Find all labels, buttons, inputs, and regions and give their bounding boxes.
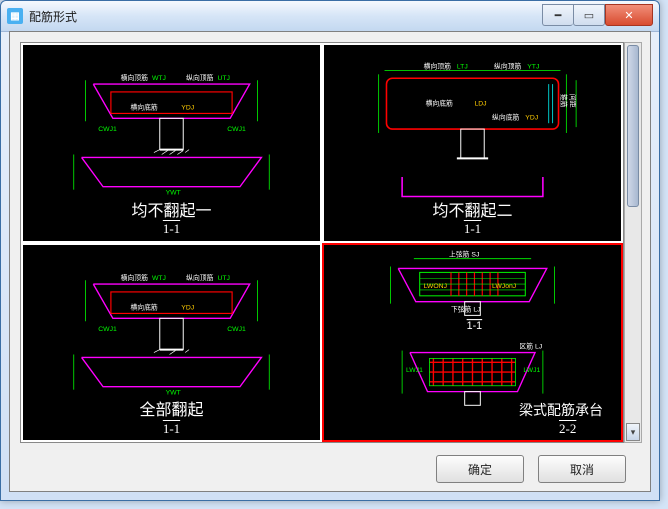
close-button[interactable]: ✕ bbox=[605, 4, 653, 26]
ann4-ul: LWONJ bbox=[424, 283, 447, 290]
option-3-title: 全部翻起 bbox=[139, 402, 203, 419]
option-4-section: 2-2 bbox=[559, 422, 603, 436]
ann3-sl: CWJ1 bbox=[98, 326, 117, 333]
ann2-ml: 横向底筋 bbox=[426, 99, 453, 108]
dialog-window: ▦ 配筋形式 ━ ▭ ✕ bbox=[0, 0, 660, 501]
ann4-sr: LWJ1 bbox=[523, 367, 540, 374]
ann2-cmr: YDJ bbox=[525, 114, 538, 121]
ann-code-ml: YDJ bbox=[181, 105, 194, 112]
ann2-cml: LDJ bbox=[474, 101, 486, 108]
ann-mid-left: 横向底筋 bbox=[130, 103, 157, 112]
option-2[interactable]: 横向顶筋 LTJ 纵向顶筋 YTJ 横向底筋 LDJ 纵向底筋 YDJ 箍筋 间… bbox=[322, 43, 623, 243]
ann4-ur: LWJonJ bbox=[492, 283, 516, 290]
ann3-ctl: WTJ bbox=[152, 275, 166, 282]
vertical-scrollbar[interactable]: ▾ bbox=[624, 42, 642, 443]
ann-code-tl: WTJ bbox=[152, 75, 166, 82]
option-4-title: 梁式配筋承台 bbox=[519, 404, 603, 419]
ann2-tr: 纵向顶筋 bbox=[494, 61, 521, 70]
option-1-title: 均不翻起一 bbox=[131, 203, 211, 220]
maximize-button[interactable]: ▭ bbox=[573, 4, 605, 26]
ann3-tl: 横向顶筋 bbox=[121, 273, 148, 282]
option-1-section: 1-1 bbox=[23, 222, 320, 236]
option-4-label: 梁式配筋承台 2-2 bbox=[519, 402, 603, 436]
ann3-sr: CWJ1 bbox=[227, 326, 246, 333]
ann2-rv1: 箍筋 bbox=[559, 94, 568, 108]
ann-top-left: 横向顶筋 bbox=[121, 73, 148, 82]
ann3-ctr: UTJ bbox=[217, 275, 230, 282]
ann-side-l: CWJ1 bbox=[98, 126, 117, 133]
app-icon: ▦ bbox=[7, 8, 23, 24]
ann2-ctr: YTJ bbox=[527, 63, 539, 70]
option-2-section: 1-1 bbox=[324, 222, 621, 236]
option-3[interactable]: 横向顶筋 WTJ 纵向顶筋 UTJ 横向底筋 YDJ CWJ1 CWJ1 YWT… bbox=[21, 243, 322, 443]
option-1[interactable]: 横向顶筋 WTJ 纵向顶筋 UTJ 横向底筋 YDJ CWJ1 CWJ1 YWT… bbox=[21, 43, 322, 243]
option-2-title: 均不翻起二 bbox=[432, 203, 512, 220]
client-area: 横向顶筋 WTJ 纵向顶筋 UTJ 横向底筋 YDJ CWJ1 CWJ1 YWT… bbox=[9, 31, 651, 492]
window-title: 配筋形式 bbox=[29, 8, 542, 25]
ok-button[interactable]: 确定 bbox=[436, 455, 524, 483]
ann3-cml: YDJ bbox=[181, 304, 194, 311]
options-grid: 横向顶筋 WTJ 纵向顶筋 UTJ 横向底筋 YDJ CWJ1 CWJ1 YWT… bbox=[21, 43, 623, 442]
ann4-sl: LWJ1 bbox=[406, 367, 423, 374]
opt4-upper-sec: 1-1 bbox=[467, 320, 483, 332]
window-controls: ━ ▭ ✕ bbox=[542, 6, 653, 26]
options-viewport: 横向顶筋 WTJ 纵向顶筋 UTJ 横向底筋 YDJ CWJ1 CWJ1 YWT… bbox=[20, 42, 624, 443]
option-2-label: 均不翻起二 1-1 bbox=[324, 203, 621, 237]
dialog-footer: 确定 取消 bbox=[436, 455, 626, 483]
ann3-ml: 横向底筋 bbox=[130, 302, 157, 311]
scroll-down-button[interactable]: ▾ bbox=[626, 423, 640, 441]
option-4[interactable]: 1-1 bbox=[322, 243, 623, 443]
ann2-rv2: 间距 bbox=[568, 94, 576, 108]
option-1-label: 均不翻起一 1-1 bbox=[23, 203, 320, 237]
ann4-ut: 上弦筋 SJ bbox=[449, 249, 479, 258]
ann3-tr: 纵向顶筋 bbox=[186, 273, 213, 282]
ann-side-r: CWJ1 bbox=[227, 126, 246, 133]
option-3-label: 全部翻起 1-1 bbox=[23, 402, 320, 436]
ann3-b: YWT bbox=[166, 389, 182, 396]
ann2-tl: 横向顶筋 bbox=[424, 61, 451, 70]
titlebar[interactable]: ▦ 配筋形式 ━ ▭ ✕ bbox=[1, 1, 659, 32]
ann-btm: YWT bbox=[166, 190, 182, 197]
ann4-um: 下弦筋 LJ bbox=[451, 304, 481, 313]
ann4-lr: 区筋 LJ bbox=[519, 341, 542, 350]
ann2-ctl: LTJ bbox=[457, 63, 468, 70]
minimize-button[interactable]: ━ bbox=[542, 4, 573, 26]
ann-code-tr: UTJ bbox=[217, 75, 230, 82]
ann2-mr: 纵向底筋 bbox=[492, 112, 519, 121]
scroll-thumb[interactable] bbox=[627, 45, 639, 207]
cancel-button[interactable]: 取消 bbox=[538, 455, 626, 483]
ann-top-right: 纵向顶筋 bbox=[186, 73, 213, 82]
option-3-section: 1-1 bbox=[23, 422, 320, 436]
